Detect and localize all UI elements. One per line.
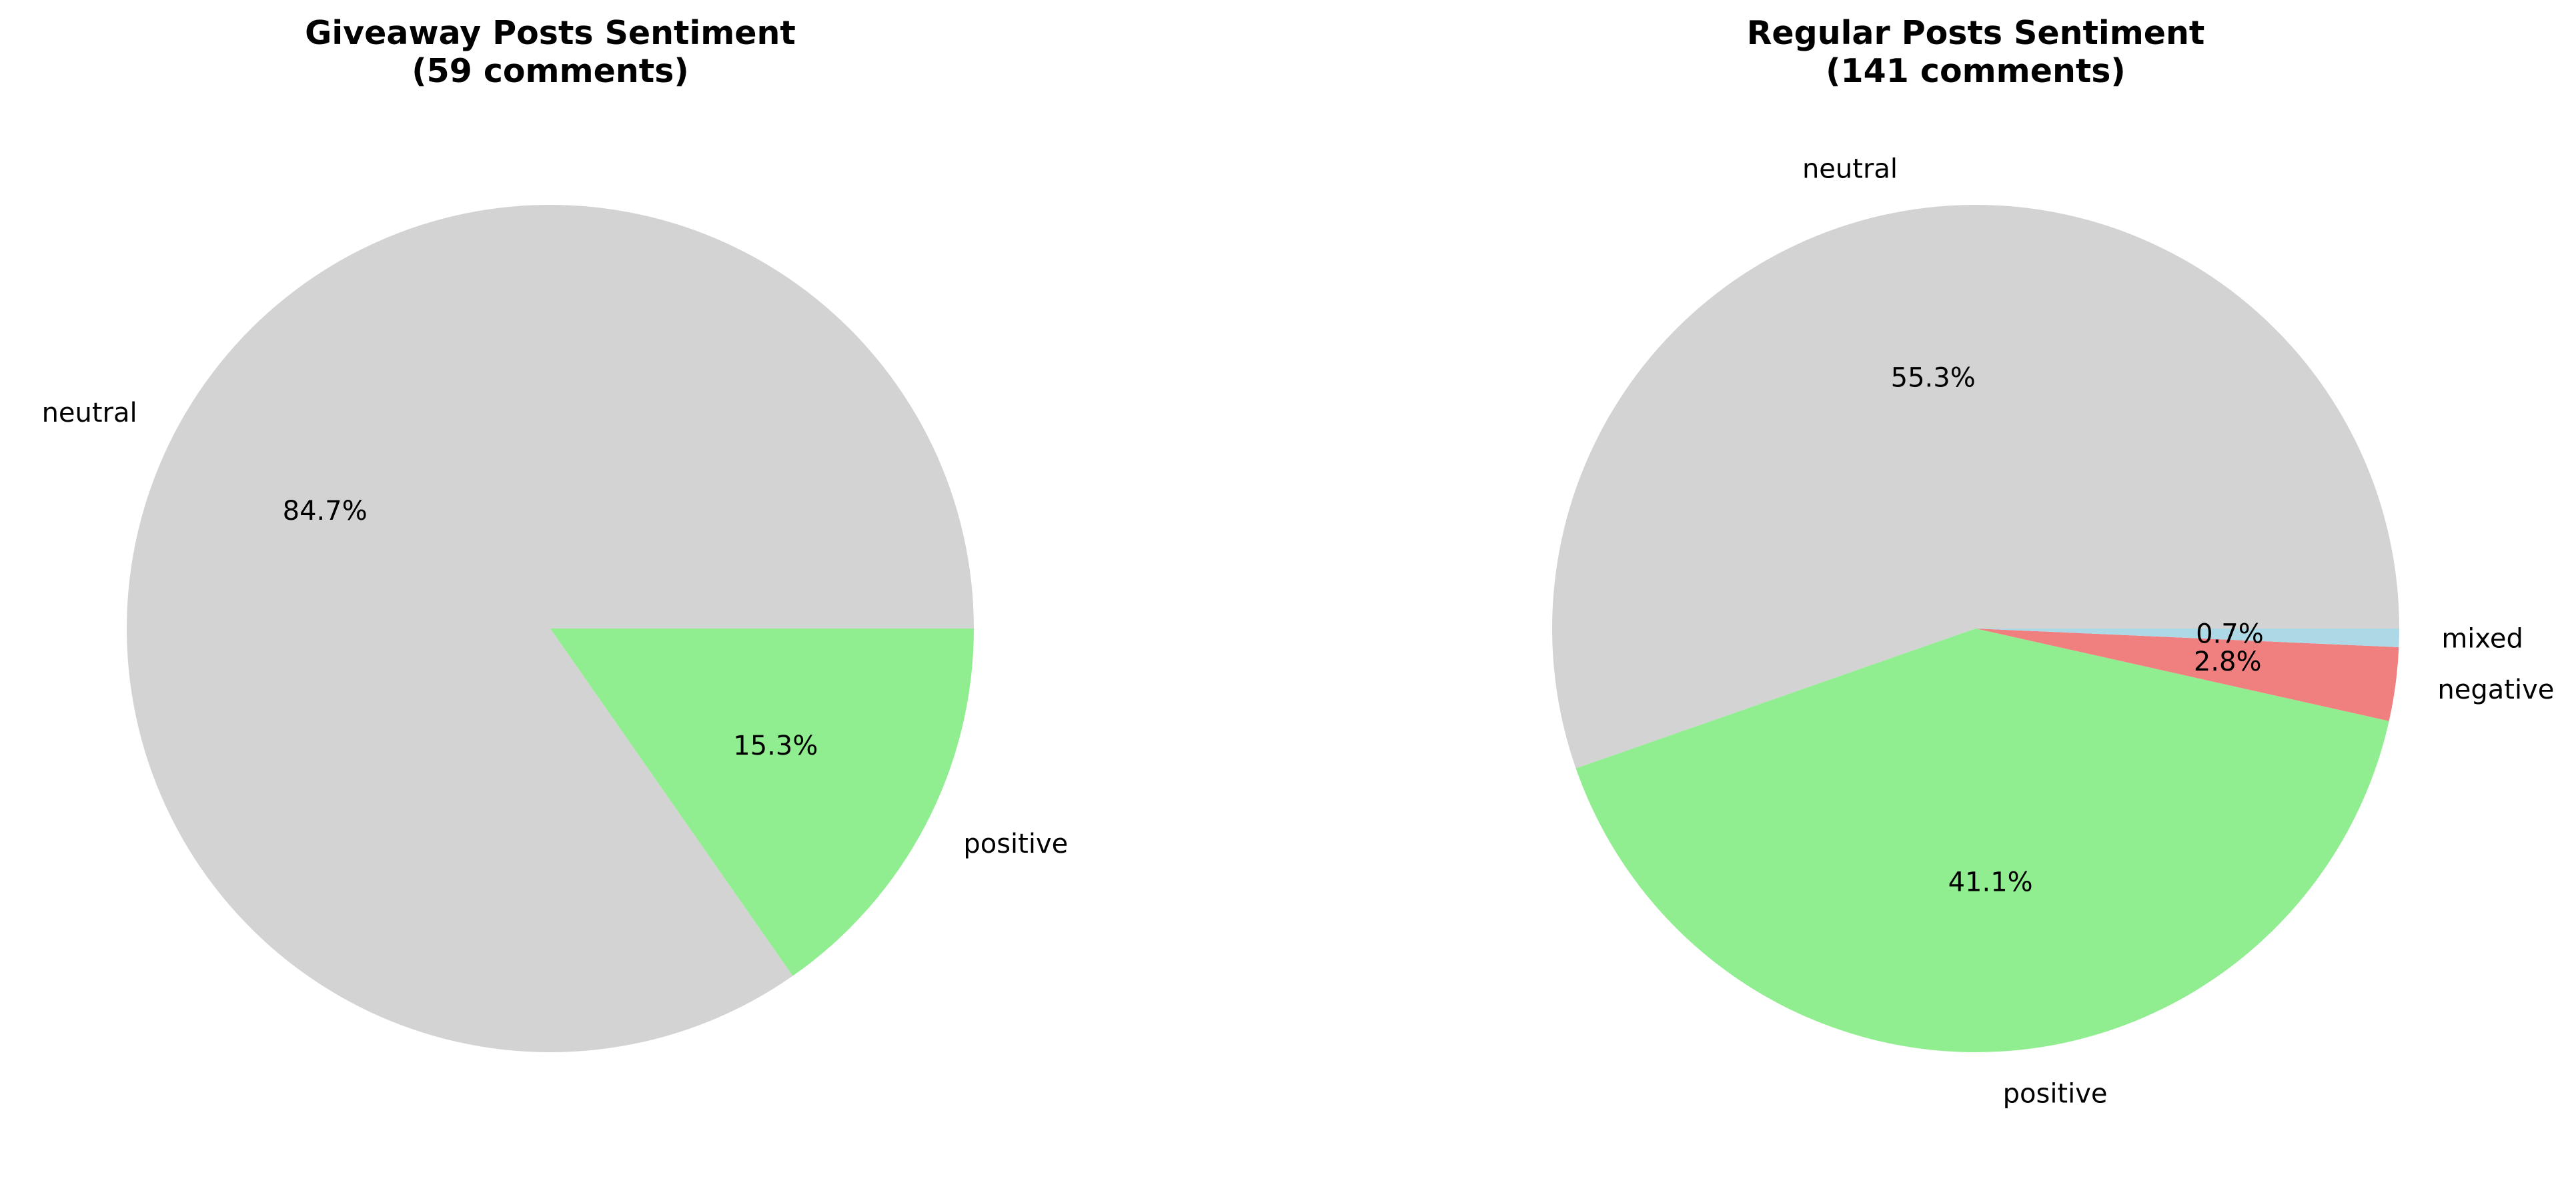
regular-slice-mixed — [1976, 629, 2399, 647]
regular-pct-neutral: 55.3% — [1891, 362, 1976, 393]
giveaway-pct-neutral: 84.7% — [283, 496, 368, 526]
giveaway-label-positive: positive — [963, 829, 1068, 859]
regular-pct-positive: 41.1% — [1948, 867, 2033, 897]
regular-label-neutral: neutral — [1802, 153, 1898, 184]
regular-slice-negative — [1976, 629, 2399, 721]
giveaway-chart-title-line1: Giveaway Posts Sentiment — [305, 14, 796, 52]
giveaway-pct-positive: 15.3% — [733, 731, 818, 761]
giveaway-pie-labels: neutral 84.7% positive 15.3% — [42, 398, 1069, 859]
regular-chart-title-line2: (141 comments) — [1826, 52, 2126, 90]
regular-pie-chart: Regular Posts Sentiment (141 comments) n… — [1552, 14, 2554, 1109]
regular-pct-mixed: 0.7% — [2196, 619, 2264, 649]
giveaway-chart-title-line2: (59 comments) — [412, 52, 689, 90]
regular-pie-labels: neutral 55.3% positive 41.1% negative 2.8% mix… — [1802, 153, 2554, 1109]
giveaway-pie-chart: Giveaway Posts Sentiment (59 comments) n… — [42, 14, 1069, 1052]
regular-chart-title-line1: Regular Posts Sentiment — [1747, 14, 2205, 52]
regular-slice-positive — [1575, 629, 2389, 1052]
giveaway-slice-positive — [550, 629, 974, 976]
giveaway-pie-slices — [127, 204, 974, 1052]
regular-label-positive: positive — [2003, 1078, 2108, 1109]
regular-label-negative: negative — [2437, 675, 2554, 705]
regular-pct-negative: 2.8% — [2194, 647, 2262, 677]
regular-slice-neutral — [1552, 204, 2400, 769]
giveaway-slice-neutral — [127, 204, 974, 1052]
giveaway-label-neutral: neutral — [42, 398, 137, 428]
regular-pie-slices — [1552, 204, 2400, 1052]
regular-label-mixed: mixed — [2441, 623, 2523, 654]
